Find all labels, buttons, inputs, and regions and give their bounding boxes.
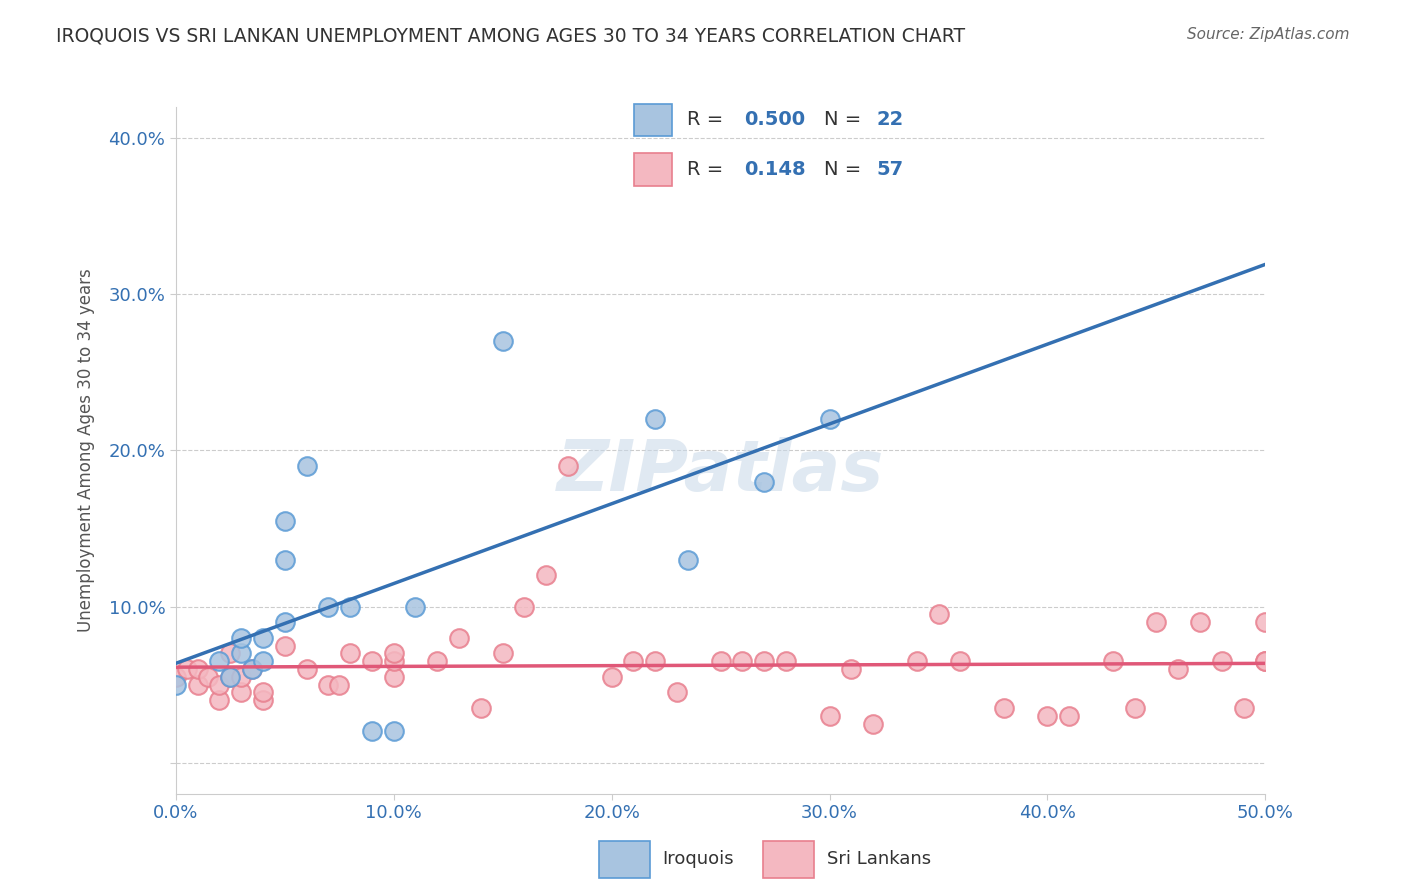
Point <box>1189 615 1212 630</box>
Point <box>754 475 776 489</box>
Point <box>208 654 231 668</box>
Point <box>447 631 470 645</box>
Point <box>274 615 297 630</box>
Point <box>252 685 274 699</box>
Point <box>240 662 263 676</box>
Text: N =: N = <box>824 110 868 128</box>
Point <box>1254 615 1277 630</box>
Point <box>1144 615 1167 630</box>
Point <box>775 654 797 668</box>
Point <box>621 654 644 668</box>
Point <box>1232 701 1256 715</box>
Point <box>1211 654 1233 668</box>
Point <box>219 670 242 684</box>
Point <box>208 678 231 692</box>
Text: Source: ZipAtlas.com: Source: ZipAtlas.com <box>1187 27 1350 42</box>
Text: 57: 57 <box>877 160 904 179</box>
Point <box>1254 654 1277 668</box>
Point <box>426 654 449 668</box>
Point <box>644 412 666 426</box>
Point <box>862 716 884 731</box>
Point <box>534 568 557 582</box>
Point <box>208 693 231 707</box>
Point <box>176 662 198 676</box>
Point <box>240 662 263 676</box>
Point <box>318 599 340 614</box>
Point <box>360 724 382 739</box>
Point <box>382 646 405 660</box>
Point <box>600 670 623 684</box>
Point <box>1167 662 1189 676</box>
Point <box>731 654 754 668</box>
Text: R =: R = <box>688 110 730 128</box>
Point <box>405 599 427 614</box>
Point <box>197 670 219 684</box>
Point <box>644 654 666 668</box>
Text: 0.148: 0.148 <box>744 160 806 179</box>
Point <box>1036 708 1059 723</box>
Point <box>382 670 405 684</box>
Point <box>818 708 841 723</box>
Point <box>470 701 492 715</box>
Point <box>1102 654 1125 668</box>
Point <box>274 514 297 528</box>
Point <box>318 678 340 692</box>
Point <box>252 631 274 645</box>
Point <box>252 654 274 668</box>
Point <box>1254 654 1277 668</box>
Point <box>492 334 515 348</box>
Point <box>492 646 515 660</box>
Point <box>231 670 253 684</box>
Text: IROQUOIS VS SRI LANKAN UNEMPLOYMENT AMONG AGES 30 TO 34 YEARS CORRELATION CHART: IROQUOIS VS SRI LANKAN UNEMPLOYMENT AMON… <box>56 27 966 45</box>
Point <box>339 599 361 614</box>
Point <box>165 678 187 692</box>
Point <box>252 693 274 707</box>
Point <box>818 412 841 426</box>
Point <box>710 654 733 668</box>
Point <box>274 552 297 567</box>
FancyBboxPatch shape <box>634 104 672 136</box>
Point <box>993 701 1015 715</box>
Point <box>754 654 776 668</box>
Y-axis label: Unemployment Among Ages 30 to 34 years: Unemployment Among Ages 30 to 34 years <box>76 268 94 632</box>
Point <box>328 678 350 692</box>
Point <box>165 670 187 684</box>
Point <box>231 631 253 645</box>
Text: ZIPatlas: ZIPatlas <box>557 436 884 506</box>
Text: Sri Lankans: Sri Lankans <box>827 849 931 868</box>
Point <box>905 654 928 668</box>
Point <box>1057 708 1080 723</box>
Point <box>231 685 253 699</box>
Point <box>557 458 579 473</box>
FancyBboxPatch shape <box>763 841 814 878</box>
FancyBboxPatch shape <box>599 841 650 878</box>
Text: 22: 22 <box>877 110 904 128</box>
Point <box>186 678 209 692</box>
Point <box>219 670 242 684</box>
Text: N =: N = <box>824 160 868 179</box>
Point <box>666 685 689 699</box>
Text: 0.500: 0.500 <box>744 110 806 128</box>
Point <box>231 646 253 660</box>
Point <box>1123 701 1146 715</box>
Text: R =: R = <box>688 160 735 179</box>
Point <box>295 662 318 676</box>
Point <box>186 662 209 676</box>
Point <box>295 458 318 473</box>
Point <box>274 639 297 653</box>
Text: Iroquois: Iroquois <box>662 849 734 868</box>
FancyBboxPatch shape <box>634 153 672 186</box>
Point <box>339 646 361 660</box>
Point <box>513 599 536 614</box>
Point <box>382 654 405 668</box>
Point <box>676 552 699 567</box>
Point <box>360 654 382 668</box>
Point <box>382 724 405 739</box>
Point <box>949 654 972 668</box>
Point <box>841 662 863 676</box>
Point <box>219 646 242 660</box>
Point <box>928 607 950 622</box>
